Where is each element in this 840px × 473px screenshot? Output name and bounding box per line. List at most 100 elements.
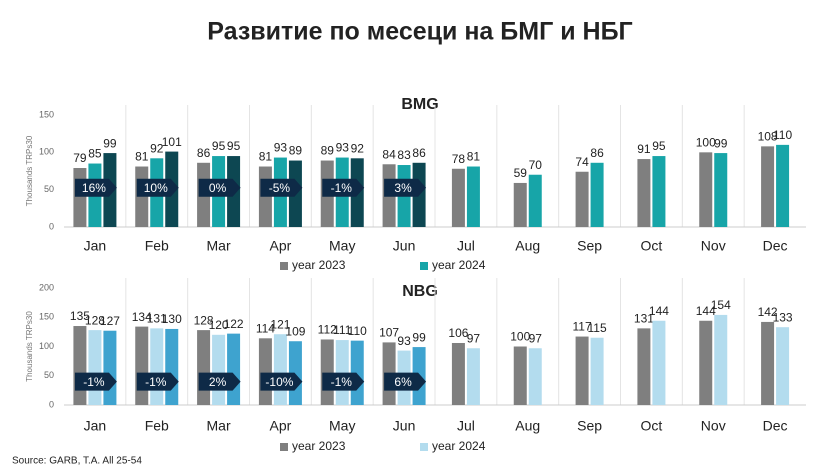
y-tick-label: 0 [49, 399, 54, 409]
change-arrow [384, 372, 427, 391]
bar-value-label: 89 [289, 144, 303, 158]
bar-value-label: 133 [773, 310, 793, 324]
bar [637, 159, 651, 227]
change-arrow [74, 372, 117, 391]
bar-value-label: 109 [285, 324, 305, 338]
change-arrow [260, 372, 303, 391]
bar-value-label: 127 [100, 314, 120, 328]
bar [451, 168, 465, 227]
x-tick-label: Apr [270, 238, 292, 254]
bar [714, 153, 728, 227]
bar-value-label: 81 [467, 150, 481, 164]
change-arrow [260, 178, 303, 197]
bar-value-label: 93 [274, 141, 288, 155]
bar [103, 330, 117, 405]
legend-label: year 2023 [292, 439, 346, 453]
bar [335, 340, 349, 405]
bar-value-label: 95 [227, 139, 241, 153]
change-label: -5% [269, 181, 291, 195]
bar-value-label: 97 [467, 331, 481, 345]
bar-value-label: 85 [88, 147, 102, 161]
x-tick-label: Jan [84, 238, 107, 254]
bar-value-label: 86 [412, 146, 426, 160]
bar-value-label: 135 [70, 309, 90, 323]
bar-value-label: 81 [259, 150, 273, 164]
bar-value-label: 97 [529, 331, 543, 345]
bar [165, 328, 179, 405]
x-tick-label: Jul [457, 418, 475, 434]
x-tick-label: Sep [577, 238, 602, 254]
bar-value-label: 99 [103, 136, 117, 150]
y-tick-label: 200 [39, 282, 54, 292]
legend-swatch [420, 262, 428, 270]
bar [135, 326, 149, 405]
legend-label: year 2024 [432, 439, 486, 453]
x-tick-label: Mar [207, 418, 231, 434]
bar-value-label: 111 [333, 323, 352, 337]
bar-value-label: 89 [321, 144, 335, 158]
bar-value-label: 99 [412, 330, 426, 344]
change-label: 16% [82, 181, 106, 195]
bar [575, 171, 589, 227]
change-label: -1% [331, 181, 353, 195]
bar-value-label: 79 [73, 151, 87, 165]
subchart-title: BMG [401, 96, 438, 113]
y-tick-label: 50 [44, 370, 54, 380]
bar [714, 314, 728, 405]
change-label: -1% [145, 375, 167, 389]
bar [513, 346, 527, 405]
legend-swatch [280, 262, 288, 270]
x-tick-label: Aug [515, 418, 540, 434]
x-tick-label: Oct [641, 418, 663, 434]
bar-value-label: 120 [209, 318, 229, 332]
bar-value-label: 115 [588, 321, 607, 335]
change-label: -10% [265, 375, 293, 389]
bar-value-label: 128 [85, 313, 105, 327]
x-tick-label: Jun [393, 238, 416, 254]
bar-value-label: 83 [397, 148, 411, 162]
bar [652, 156, 666, 227]
bar-value-label: 107 [379, 326, 399, 340]
source: Source: GARB, T.A. All 25-54 [12, 456, 142, 467]
bar-value-label: 144 [649, 304, 669, 318]
bar-value-label: 92 [150, 141, 164, 155]
bar-value-label: 114 [256, 321, 275, 335]
bar-value-label: 78 [452, 152, 466, 166]
change-arrow [136, 372, 179, 391]
y-axis-label: Thousands TRPs30 [25, 135, 34, 206]
bar-value-label: 131 [634, 312, 654, 326]
page-title: Развитие по месеци на БМГ и НБГ [207, 18, 632, 46]
bar-value-label: 131 [147, 312, 167, 326]
bar [528, 174, 542, 227]
bar-value-label: 86 [590, 146, 604, 160]
bar-value-label: 112 [318, 323, 337, 337]
bar [273, 334, 287, 405]
change-label: 6% [394, 375, 412, 389]
bar [227, 333, 241, 405]
change-label: 2% [209, 375, 227, 389]
bar-value-label: 128 [194, 313, 214, 327]
bar [88, 330, 102, 405]
bar [258, 338, 272, 405]
x-tick-label: Apr [270, 418, 292, 434]
change-label: 10% [144, 181, 168, 195]
bar [776, 327, 790, 405]
bar [575, 336, 589, 405]
bar-value-label: 130 [162, 312, 182, 326]
x-tick-label: May [329, 418, 355, 434]
bar-value-label: 142 [758, 305, 778, 319]
change-arrow [322, 372, 365, 391]
bar-value-label: 95 [652, 139, 666, 153]
bar-value-label: 95 [212, 139, 226, 153]
bar [197, 330, 211, 405]
x-tick-label: Sep [577, 418, 602, 434]
y-tick-label: 50 [44, 184, 54, 194]
subchart-title: NBG [402, 283, 438, 300]
bar-value-label: 122 [224, 317, 244, 331]
bar-value-label: 92 [351, 141, 365, 155]
bar [466, 348, 480, 405]
bar [590, 162, 604, 227]
x-tick-label: Aug [515, 238, 540, 254]
change-arrow [74, 178, 117, 197]
